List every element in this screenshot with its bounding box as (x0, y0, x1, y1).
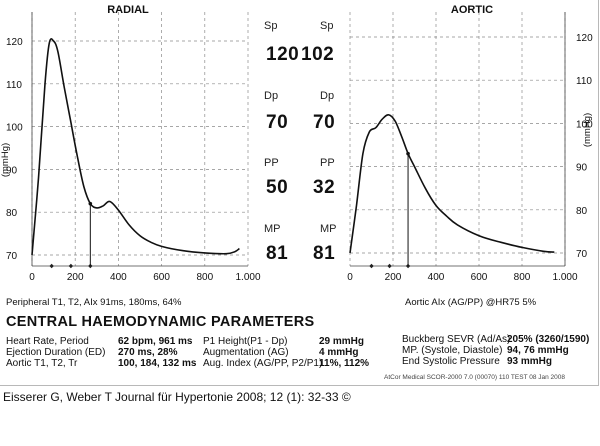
radial-ytick-label: 80 (6, 208, 18, 219)
param-value: 93 mmHg (507, 356, 553, 367)
dp-value-radial: 70 (266, 112, 289, 133)
radial-footnote: Peripheral T1, T2, AIx 91ms, 180ms, 64% (6, 297, 182, 308)
param-value: 94, 76 mmHg (507, 345, 569, 356)
radial-xtick-label: 600 (153, 272, 170, 283)
aortic-chart: AORTIC 70 80 90 100 110 120 0 200 400 600 800 1.000 (… (347, 4, 593, 283)
dp-value-aortic: 70 (313, 112, 336, 133)
aortic-footnote: Aortic AIx (AG/PP) @HR75 5% (405, 297, 537, 308)
radial-ytick-label: 100 (6, 123, 23, 134)
aortic-ylabel: (mmHg) (582, 113, 593, 147)
aortic-ytick-label: 120 (576, 33, 593, 44)
sp-value-radial: 120 (266, 44, 300, 65)
sp-label-aortic: Sp (320, 20, 334, 32)
aortic-ed-point (406, 151, 410, 156)
aortic-xtick-label: 0 (347, 272, 353, 283)
aortic-waveform (349, 113, 555, 254)
pp-label-aortic: PP (320, 157, 335, 169)
radial-xtick-label: 0 (29, 272, 35, 283)
param-label: Augmentation (AG) (203, 347, 289, 358)
param-label: End Systolic Pressure (402, 356, 500, 367)
param-value: 4 mmHg (319, 347, 359, 358)
radial-ylabel: (mmHg) (0, 143, 11, 177)
param-value: 205% (3260/1590) (507, 334, 590, 345)
mp-label-radial: MP (264, 223, 281, 235)
radial-waveform (31, 38, 240, 256)
radial-ytick-label: 90 (6, 165, 18, 176)
param-value: 29 mmHg (319, 336, 365, 347)
radial-xtick-label: 400 (110, 272, 127, 283)
radial-xtick-label: 200 (67, 272, 84, 283)
param-value: 100, 184, 132 ms (118, 358, 197, 369)
radial-ytick-label: 110 (6, 80, 22, 91)
radial-chart: RADIAL 70 80 90 100 110 120 0 200 400 600 800 1.000 (… (0, 4, 261, 283)
dp-label-aortic: Dp (320, 90, 335, 102)
software-version: AtCor Medical SCOR-2000 7.0 (00070) 110 … (384, 374, 566, 381)
aortic-xtick-label: 600 (471, 272, 488, 283)
pp-label-radial: PP (264, 157, 279, 169)
param-label: MP. (Systole, Diastole) (402, 345, 503, 356)
aortic-title: AORTIC (451, 4, 493, 16)
aortic-xtick-label: 800 (514, 272, 531, 283)
param-value: 11%, 112% (319, 358, 370, 369)
params-heading: CENTRAL HAEMODYNAMIC PARAMETERS (6, 314, 315, 330)
radial-xtick-label: 800 (196, 272, 213, 283)
radial-marker-tick (68, 263, 74, 269)
sp-value-aortic: 102 (301, 44, 335, 65)
param-label: P1 Height(P1 - Dp) (203, 336, 288, 347)
radial-ytick-label: 120 (6, 37, 23, 48)
radial-marker-tick (49, 263, 54, 269)
param-label: Buckberg SEVR (Ad/As) (402, 334, 511, 345)
mp-value-radial: 81 (266, 243, 289, 264)
aortic-marker-tick (387, 263, 392, 269)
aortic-xtick-label: 400 (428, 272, 445, 283)
param-value: 270 ms, 28% (118, 347, 178, 358)
param-label: Aortic T1, T2, Tr (6, 358, 78, 369)
dp-label-radial: Dp (264, 90, 279, 102)
aortic-xtick-label: 1.000 (552, 272, 577, 283)
sp-label-radial: Sp (264, 20, 278, 32)
report-frame (0, 0, 599, 386)
aortic-xtick-label: 200 (385, 272, 402, 283)
param-value: 62 bpm, 961 ms (118, 336, 193, 347)
citation: Eisserer G, Weber T Journal für Hyperton… (3, 390, 351, 404)
aortic-marker-tick (369, 263, 374, 269)
pp-value-aortic: 32 (313, 177, 336, 198)
aortic-ytick-label: 80 (576, 206, 588, 217)
aortic-ytick-label: 100 (576, 119, 593, 130)
param-label: Ejection Duration (ED) (6, 347, 106, 358)
radial-ytick-label: 70 (6, 251, 18, 262)
aortic-ytick-label: 90 (576, 163, 588, 174)
param-label: Aug. Index (AG/PP, P2/P1) (203, 358, 323, 369)
radial-title: RADIAL (107, 4, 149, 16)
radial-ed-point (88, 201, 93, 206)
mp-label-aortic: MP (320, 223, 337, 235)
mp-value-aortic: 81 (313, 243, 336, 264)
param-label: Heart Rate, Period (6, 336, 89, 347)
radial-xtick-label: 1.000 (235, 272, 260, 283)
aortic-ytick-label: 70 (576, 249, 588, 260)
pp-value-radial: 50 (266, 177, 289, 198)
aortic-ytick-label: 110 (576, 76, 592, 87)
